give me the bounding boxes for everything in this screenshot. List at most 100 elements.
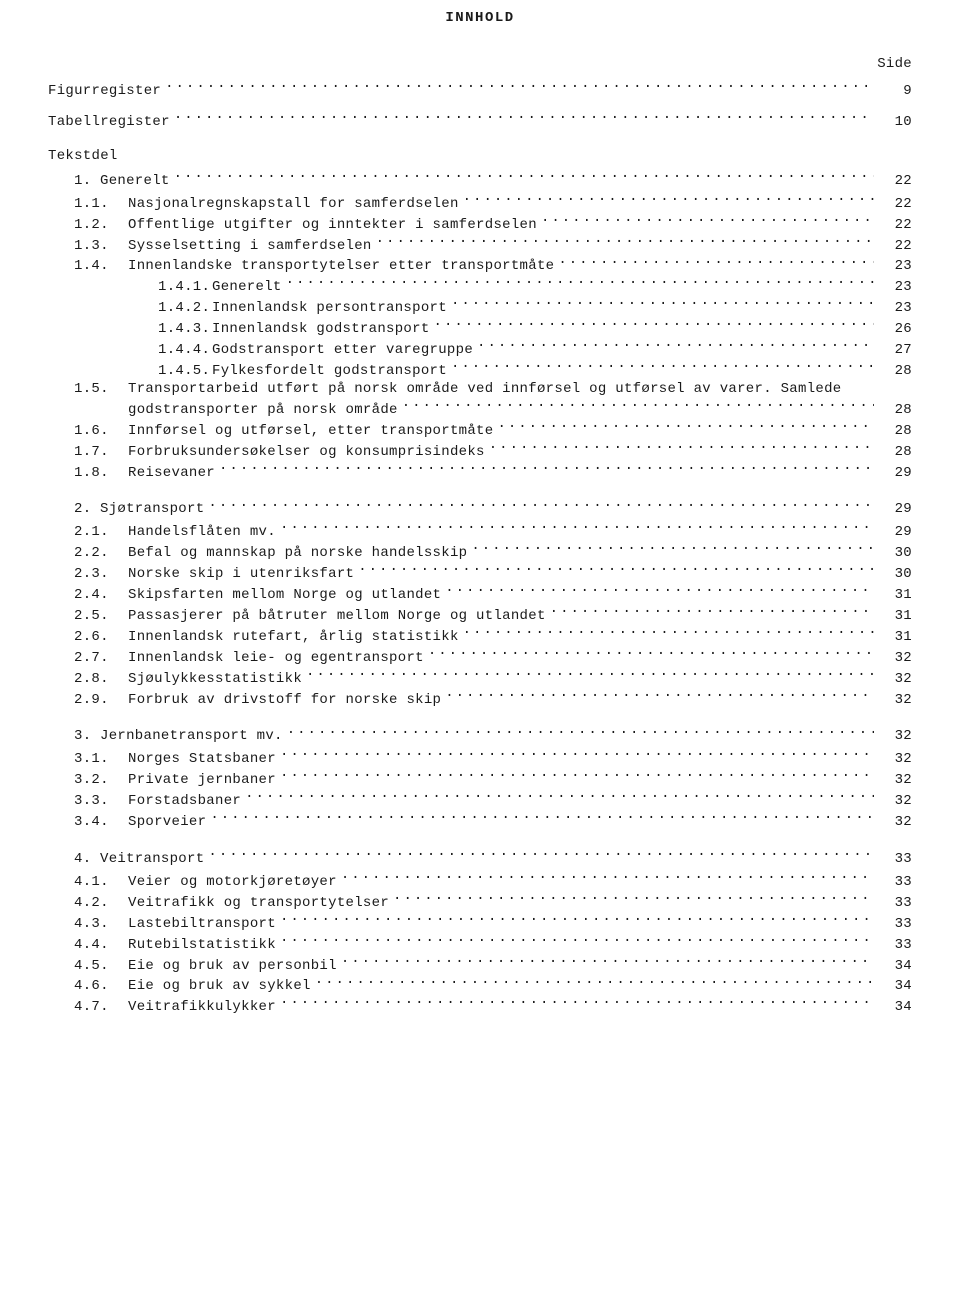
toc-label: Forstadsbaner [128, 793, 241, 811]
toc-dots [489, 441, 874, 455]
toc-number: 4.6. [74, 978, 128, 996]
toc-label: Private jernbaner [128, 772, 276, 790]
toc-dots [393, 892, 874, 906]
toc-page: 22 [878, 196, 912, 214]
toc-label: Tabellregister [48, 114, 170, 132]
toc-label: Norske skip i utenriksfart [128, 566, 354, 584]
toc-number: 2.7. [74, 650, 128, 668]
toc-dots [341, 871, 874, 885]
toc-page: 34 [878, 999, 912, 1017]
toc-page: 30 [878, 545, 912, 563]
toc-label: Sporveier [128, 814, 206, 832]
toc-dots [286, 276, 874, 290]
toc-row: godstransporter på norsk område28 [48, 399, 912, 420]
toc-label: Forbruk av drivstoff for norske skip [128, 692, 441, 710]
toc-number: 4.7. [74, 999, 128, 1017]
toc-label: Fylkesfordelt godstransport [212, 363, 447, 381]
toc-number: 4.2. [74, 895, 128, 913]
toc-row: 1.2.Offentlige utgifter og inntekter i s… [48, 214, 912, 235]
toc-label: Godstransport etter varegruppe [212, 342, 473, 360]
toc-dots [280, 748, 874, 762]
toc-dots [219, 462, 874, 476]
toc-page: 32 [878, 751, 912, 769]
toc-page: 9 [878, 83, 912, 101]
toc-dots [287, 725, 874, 739]
toc-row: 4.Veitransport33 [48, 848, 912, 869]
toc-number: 2.4. [74, 587, 128, 605]
toc-page: 32 [878, 793, 912, 811]
toc-page: 33 [878, 874, 912, 892]
toc-label: Veitransport [100, 851, 204, 869]
toc-number: 2.2. [74, 545, 128, 563]
toc-row: 3.4.Sporveier32 [48, 811, 912, 832]
toc-number: 3.4. [74, 814, 128, 832]
toc-label: Generelt [100, 173, 170, 191]
tekstdel-heading: Tekstdel [48, 148, 912, 164]
toc-dots [245, 790, 874, 804]
toc-row: 1.4.5.Fylkesfordelt godstransport28 [48, 360, 912, 381]
toc-dots [434, 318, 874, 332]
toc-row: 2.Sjøtransport29 [48, 498, 912, 519]
page-title: INNHOLD [48, 10, 912, 26]
toc-label: Generelt [212, 279, 282, 297]
toc-page: 33 [878, 916, 912, 934]
toc-row: 1.4.2.Innenlandsk persontransport23 [48, 297, 912, 318]
toc-number: 1.4. [74, 258, 128, 276]
toc-page: 22 [878, 238, 912, 256]
toc-label: Reisevaner [128, 465, 215, 483]
toc-number: 1.4.1. [158, 279, 212, 297]
toc-row: 1.4.1.Generelt23 [48, 276, 912, 297]
toc-page: 26 [878, 321, 912, 339]
toc-dots [341, 955, 874, 969]
toc-number: 3. [74, 728, 100, 746]
toc-dots [463, 626, 874, 640]
toc-row: Figurregister9 [48, 80, 912, 101]
toc-label: Offentlige utgifter og inntekter i samfe… [128, 217, 537, 235]
toc-label: Handelsflåten mv. [128, 524, 276, 542]
toc-dots [376, 235, 874, 249]
toc-number: 4.4. [74, 937, 128, 955]
toc-dots [306, 668, 874, 682]
toc-number: 4.1. [74, 874, 128, 892]
side-header: Side [48, 56, 912, 72]
toc-page: 10 [878, 114, 912, 132]
toc-label: Transportarbeid utført på norsk område v… [128, 381, 878, 399]
toc-dots [165, 80, 874, 94]
toc-label: Befal og mannskap på norske handelsskip [128, 545, 467, 563]
toc-row: 4.6.Eie og bruk av sykkel34 [48, 975, 912, 996]
toc-row: 4.3.Lastebiltransport33 [48, 913, 912, 934]
toc-row: 1.6.Innførsel og utførsel, etter transpo… [48, 420, 912, 441]
toc-row: 2.5.Passasjerer på båtruter mellom Norge… [48, 605, 912, 626]
toc-dots [208, 848, 874, 862]
toc-number: 1.8. [74, 465, 128, 483]
toc-label: Veitrafikkulykker [128, 999, 276, 1017]
toc-dots [174, 170, 874, 184]
toc-row: 3.2.Private jernbaner32 [48, 769, 912, 790]
toc-page: 31 [878, 587, 912, 605]
toc-page: 30 [878, 566, 912, 584]
toc-page: 33 [878, 895, 912, 913]
toc-row: 2.1.Handelsflåten mv.29 [48, 521, 912, 542]
toc-row: 1.5.Transportarbeid utført på norsk områ… [48, 381, 912, 399]
registers-block: Figurregister9 Tabellregister 10 [48, 80, 912, 142]
toc-page: 32 [878, 772, 912, 790]
toc-row: 3.Jernbanetransport mv.32 [48, 725, 912, 746]
toc-page: 22 [878, 217, 912, 235]
toc-row: 1.Generelt22 [48, 170, 912, 191]
toc-number: 1.7. [74, 444, 128, 462]
toc-row: 4.4.Rutebilstatistikk33 [48, 934, 912, 955]
toc-row: 2.6.Innenlandsk rutefart, årlig statisti… [48, 626, 912, 647]
toc-number: 1. [74, 173, 100, 191]
toc-row: 4.2.Veitrafikk og transportytelser33 [48, 892, 912, 913]
toc-dots [208, 498, 874, 512]
toc-page: 33 [878, 937, 912, 955]
toc-dots [451, 297, 874, 311]
toc-row: 2.8.Sjøulykkesstatistikk32 [48, 668, 912, 689]
toc-dots [471, 542, 874, 556]
toc-dots [451, 360, 874, 374]
toc-dots [558, 255, 874, 269]
toc-page: 32 [878, 650, 912, 668]
toc-number: 4.3. [74, 916, 128, 934]
toc-page: 27 [878, 342, 912, 360]
toc-row: 3.3.Forstadsbaner32 [48, 790, 912, 811]
